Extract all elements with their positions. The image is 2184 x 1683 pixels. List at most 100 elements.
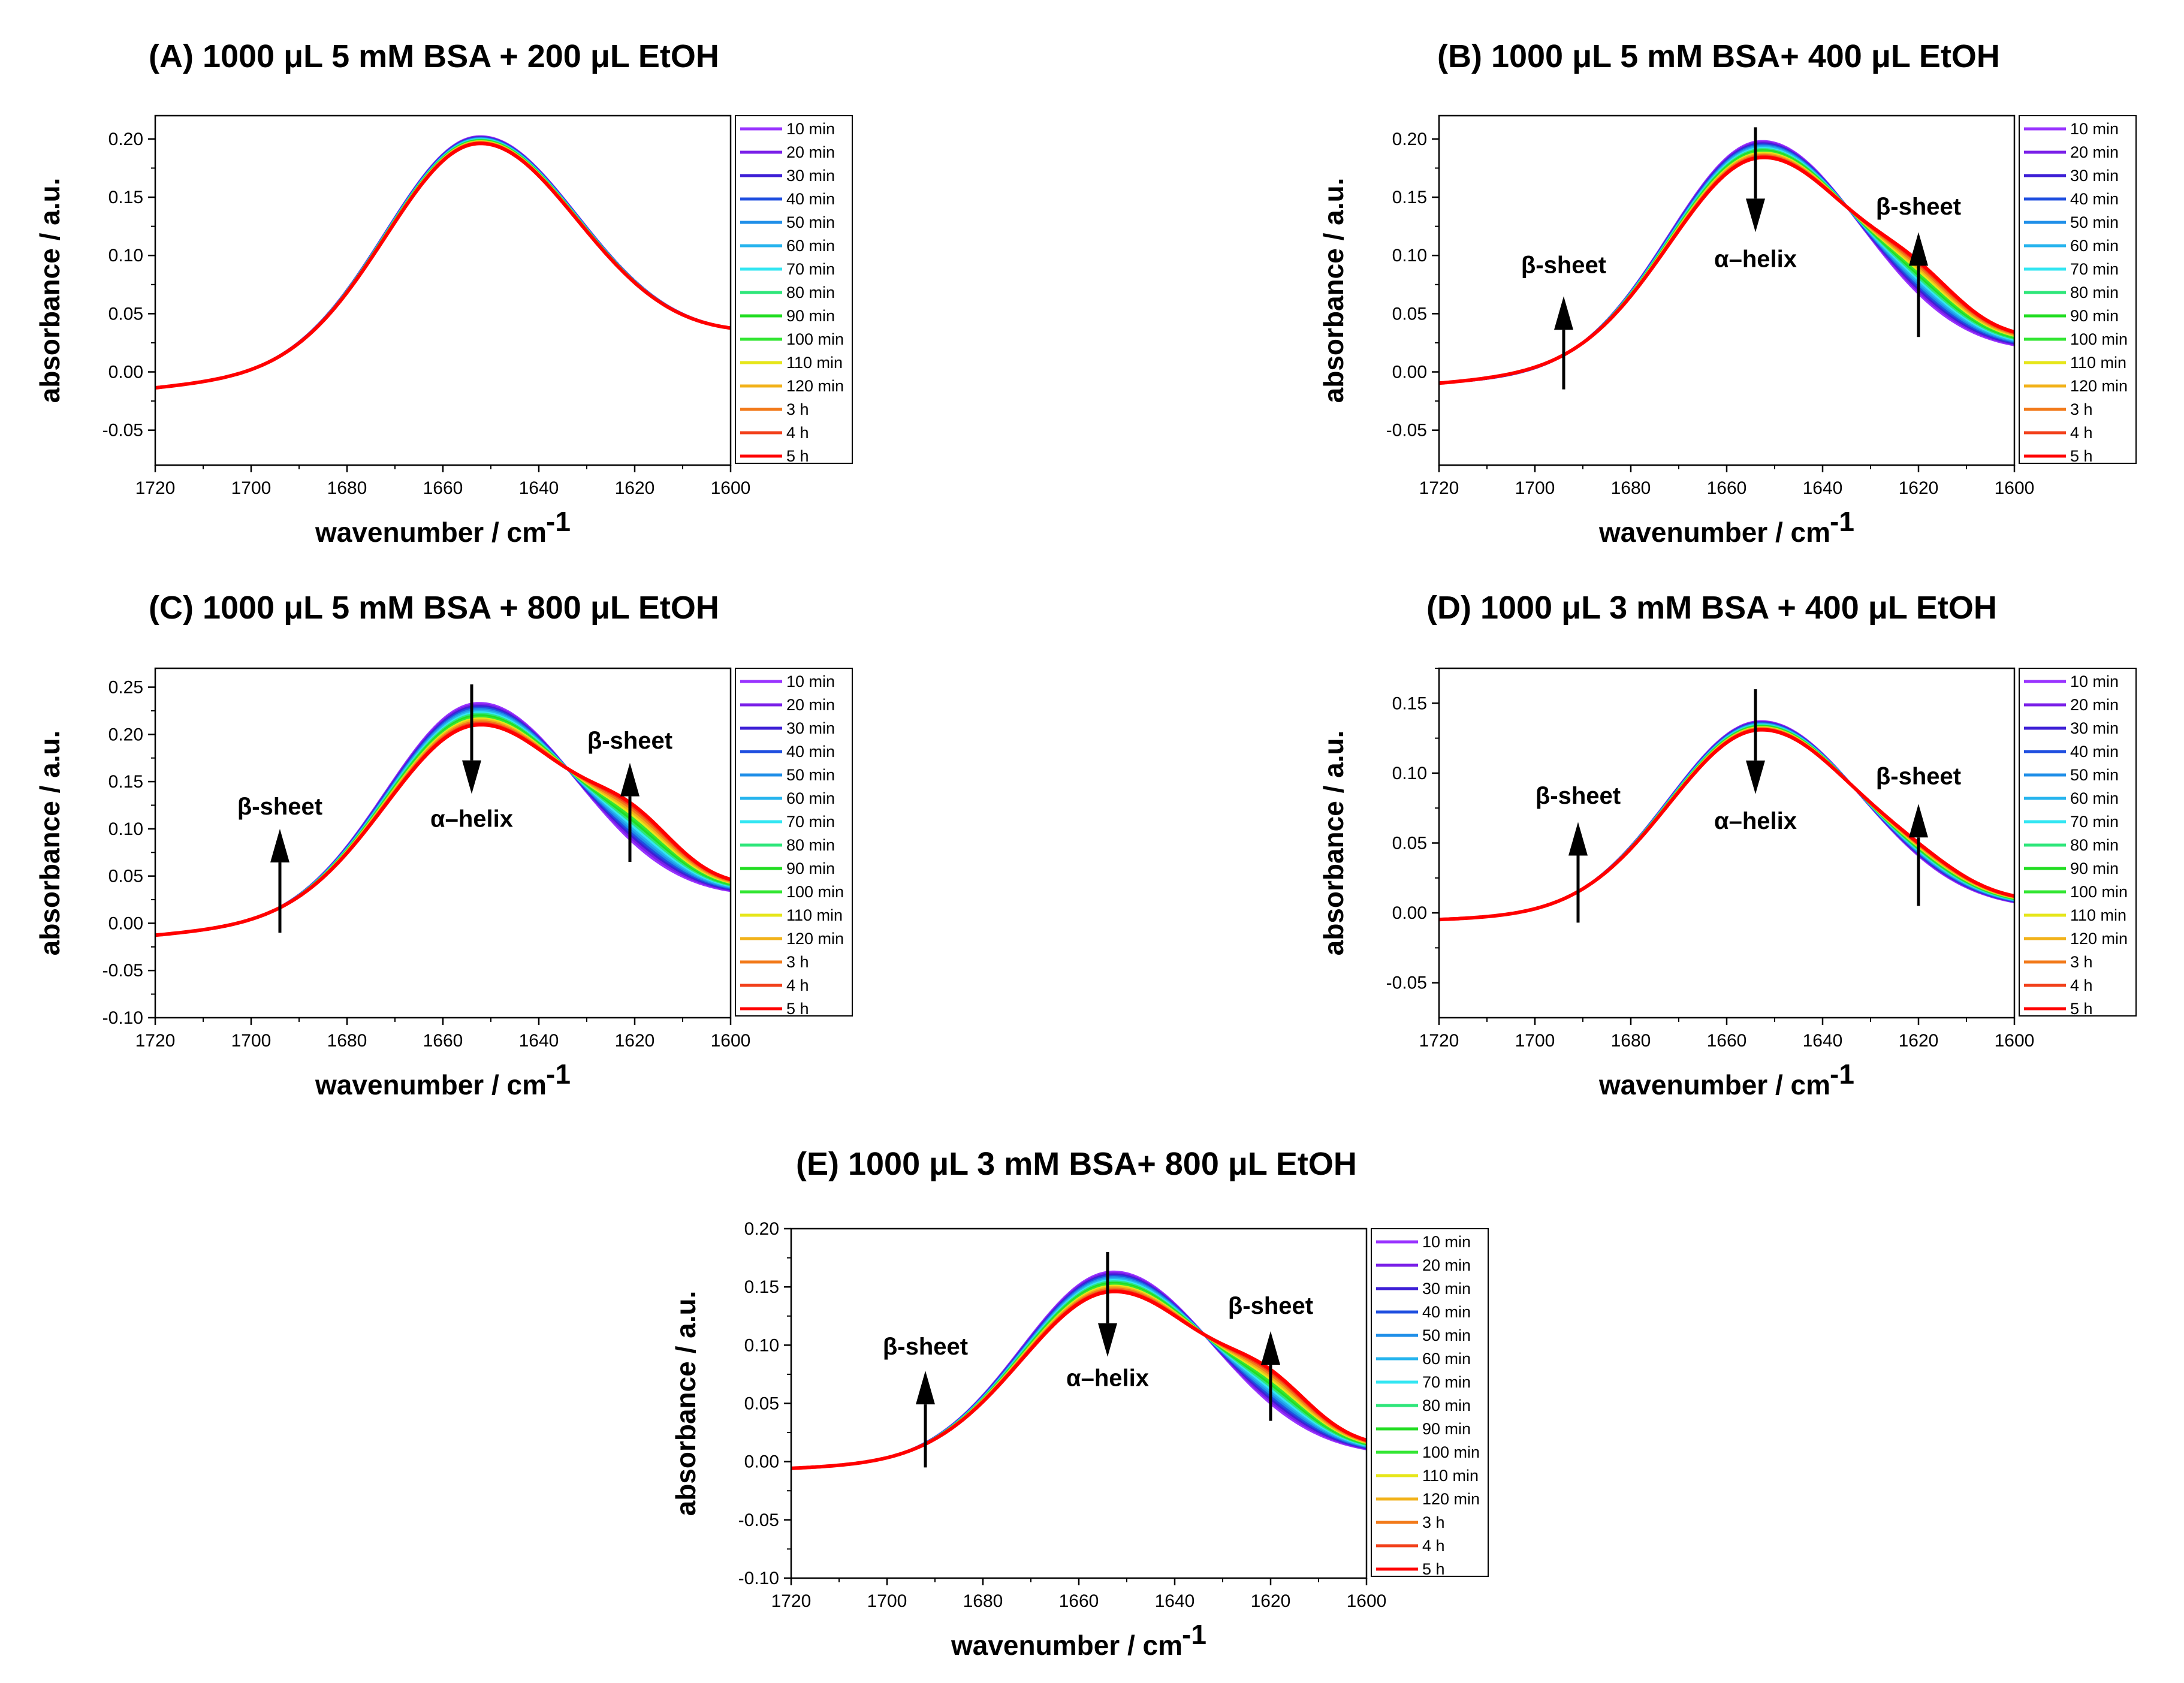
annotation-label: β-sheet bbox=[1521, 252, 1606, 278]
y-tick-label: 0.05 bbox=[1392, 834, 1427, 853]
y-tick-label: 0.05 bbox=[1392, 304, 1427, 324]
y-axis-label: absorbance / a.u. bbox=[1318, 178, 1349, 403]
x-axis-label: wavenumber / cm bbox=[1598, 1069, 1830, 1100]
x-tick-label: 1600 bbox=[1995, 1031, 2035, 1051]
series-line-10 bbox=[155, 140, 731, 389]
legend-entry: 90 min bbox=[2070, 307, 2119, 325]
legend-entry: 120 min bbox=[1422, 1490, 1480, 1508]
x-axis-label-superscript: -1 bbox=[546, 506, 571, 537]
legend-entry: 90 min bbox=[2070, 859, 2119, 877]
y-tick-label: 0.00 bbox=[1392, 363, 1427, 382]
panel-title: (E) 1000 μL 3 mM BSA+ 800 μL EtOH bbox=[796, 1146, 1357, 1182]
legend-entry: 30 min bbox=[2070, 719, 2119, 737]
legend-entry: 40 min bbox=[786, 190, 835, 208]
legend-box bbox=[735, 668, 853, 1017]
legend-entry: 20 min bbox=[2070, 143, 2119, 161]
legend-box bbox=[735, 115, 853, 464]
legend-entry: 20 min bbox=[1422, 1256, 1471, 1274]
annotation-label: β-sheet bbox=[1228, 1293, 1313, 1319]
y-tick-label: 0.15 bbox=[1392, 693, 1427, 713]
x-tick-label: 1640 bbox=[1803, 1031, 1843, 1051]
legend-entry: 4 h bbox=[2070, 424, 2093, 442]
x-tick-label: 1600 bbox=[1347, 1591, 1387, 1611]
y-tick-label: 0.00 bbox=[744, 1452, 779, 1472]
y-tick-label: 0.15 bbox=[1392, 188, 1427, 207]
y-tick-label: 0.25 bbox=[108, 678, 143, 698]
legend-entry: 5 h bbox=[2070, 1000, 2093, 1018]
legend-entry: 5 h bbox=[1422, 1560, 1445, 1578]
legend-entry: 20 min bbox=[2070, 696, 2119, 714]
x-tick-label: 1680 bbox=[1611, 478, 1651, 498]
x-tick-label: 1700 bbox=[231, 1031, 272, 1051]
y-tick-label: 0.10 bbox=[108, 819, 143, 839]
legend-entry: 50 min bbox=[2070, 766, 2119, 784]
legend-entry: 120 min bbox=[2070, 377, 2128, 395]
legend-entry: 100 min bbox=[2070, 883, 2128, 901]
legend: 10 min 20 min 30 min 40 min 50 min 60 min 70 m… bbox=[735, 115, 853, 465]
legend-entry: 4 h bbox=[786, 976, 809, 994]
legend-box bbox=[2019, 115, 2137, 464]
y-tick-label: 0.05 bbox=[108, 304, 143, 324]
x-tick-label: 1640 bbox=[1155, 1591, 1195, 1611]
y-tick-label: 0.15 bbox=[108, 772, 143, 792]
legend-entry: 60 min bbox=[786, 789, 835, 807]
x-axis-label: wavenumber / cm bbox=[315, 517, 547, 548]
x-tick-label: 1640 bbox=[519, 1031, 559, 1051]
x-tick-label: 1720 bbox=[1419, 1031, 1459, 1051]
annotation-arrow-head bbox=[916, 1371, 935, 1405]
annotation-arrow-head bbox=[1261, 1331, 1280, 1365]
y-tick-label: 0.00 bbox=[108, 913, 143, 933]
annotation-label: β-sheet bbox=[1876, 194, 1961, 220]
x-axis-label-superscript: -1 bbox=[1830, 506, 1854, 537]
y-axis-label: absorbance / a.u. bbox=[670, 1291, 701, 1516]
y-tick-label: 0.00 bbox=[1392, 903, 1427, 923]
legend-entry: 60 min bbox=[2070, 237, 2119, 255]
x-tick-label: 1720 bbox=[135, 1031, 176, 1051]
y-tick-label: 0.10 bbox=[1392, 246, 1427, 266]
x-tick-label: 1680 bbox=[327, 1031, 367, 1051]
legend-entry: 3 h bbox=[786, 953, 809, 971]
x-tick-label: 1620 bbox=[615, 478, 655, 498]
x-tick-label: 1600 bbox=[711, 478, 751, 498]
x-tick-label: 1720 bbox=[771, 1591, 812, 1611]
legend-entry: 40 min bbox=[2070, 743, 2119, 761]
legend-box bbox=[1371, 1228, 1489, 1577]
annotation-arrow-head bbox=[1909, 804, 1928, 838]
x-tick-label: 1660 bbox=[423, 1031, 463, 1051]
y-tick-label: -0.10 bbox=[102, 1008, 143, 1028]
legend-entry: 10 min bbox=[2070, 120, 2119, 138]
legend-entry: 70 min bbox=[786, 813, 835, 831]
x-tick-label: 1680 bbox=[963, 1591, 1003, 1611]
series-line-5 bbox=[155, 137, 731, 389]
x-tick-label: 1660 bbox=[1707, 1031, 1747, 1051]
legend-entry: 5 h bbox=[786, 447, 809, 465]
legend: 10 min 20 min 30 min 40 min 50 min 60 min 70 m… bbox=[735, 668, 853, 1018]
legend-entry: 20 min bbox=[786, 696, 835, 714]
x-tick-label: 1640 bbox=[519, 478, 559, 498]
legend-entry: 4 h bbox=[2070, 976, 2093, 994]
series-line-7 bbox=[155, 138, 731, 389]
legend-entry: 20 min bbox=[786, 143, 835, 161]
legend: 10 min 20 min 30 min 40 min 50 min 60 min 70 m… bbox=[2019, 115, 2137, 465]
series-line-3 bbox=[155, 136, 731, 389]
x-tick-label: 1620 bbox=[1899, 478, 1939, 498]
series-line-6 bbox=[155, 137, 731, 389]
x-tick-label: 1720 bbox=[1419, 478, 1459, 498]
series-line-8 bbox=[155, 138, 731, 389]
legend-entry: 120 min bbox=[786, 930, 844, 948]
x-tick-label: 1680 bbox=[327, 478, 367, 498]
annotation-arrow-head bbox=[1909, 232, 1928, 266]
legend-entry: 3 h bbox=[786, 400, 809, 418]
x-axis-label-superscript: -1 bbox=[546, 1058, 571, 1090]
chart-panel-c: (C) 1000 μL 5 mM BSA + 800 μL EtOH 1720 17… bbox=[34, 590, 853, 1100]
legend-entry: 60 min bbox=[2070, 789, 2119, 807]
legend-entry: 30 min bbox=[2070, 167, 2119, 185]
series-line-9 bbox=[155, 139, 731, 389]
x-tick-label: 1660 bbox=[1059, 1591, 1099, 1611]
annotation-label: α–helix bbox=[1714, 808, 1797, 834]
legend-entry: 90 min bbox=[786, 859, 835, 877]
x-axis-label: wavenumber / cm bbox=[951, 1630, 1183, 1661]
x-tick-label: 1700 bbox=[1515, 1031, 1555, 1051]
annotation-arrow-head bbox=[1568, 822, 1588, 856]
legend-entry: 50 min bbox=[786, 766, 835, 784]
